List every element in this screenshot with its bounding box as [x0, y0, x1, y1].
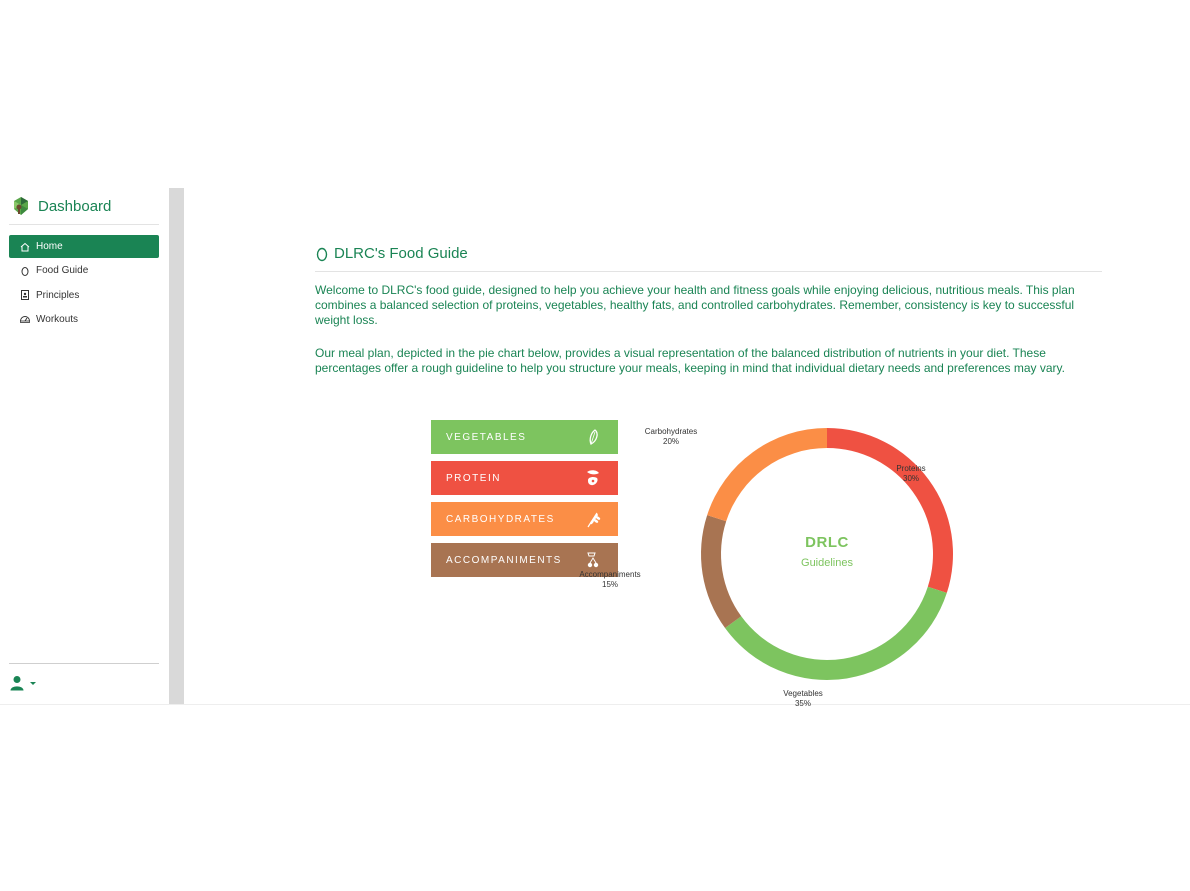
slice-label-name: Proteins	[896, 464, 926, 473]
egg-icon	[316, 247, 328, 261]
intro-paragraph: Welcome to DLRC's food guide, designed t…	[315, 283, 1075, 327]
user-menu-button[interactable]	[10, 675, 37, 691]
id-card-icon	[21, 290, 29, 301]
slice-carbohydrates[interactable]	[707, 428, 827, 522]
app-shell: Dashboard Home Food Guide	[0, 188, 1190, 708]
sidebar-nav: Home Food Guide Principles	[9, 235, 159, 332]
slice-label-value: 15%	[601, 580, 619, 589]
legend-item-carbohydrates: CARBOHYDRATES	[431, 502, 618, 536]
slice-label-name: Accompaniments	[579, 570, 641, 579]
legend-item-vegetables: VEGETABLES	[431, 420, 618, 454]
slice-proteins[interactable]	[827, 428, 953, 593]
egg-icon	[21, 266, 29, 276]
page-header: DLRC's Food Guide	[315, 245, 468, 262]
legend-label: PROTEIN	[446, 472, 501, 484]
caret-down-icon	[30, 682, 36, 685]
sidebar-item-workouts[interactable]: Workouts	[9, 308, 159, 331]
donut-svg	[701, 428, 953, 680]
slice-label-value: 35%	[794, 699, 811, 708]
sidebar-item-label: Home	[36, 241, 63, 252]
legend-label: ACCOMPANIMENTS	[446, 554, 562, 566]
home-icon	[20, 242, 30, 251]
slice-label-value: 20%	[662, 437, 680, 446]
meat-fish-icon	[587, 470, 599, 486]
sidebar: Dashboard Home Food Guide	[0, 188, 168, 704]
slice-label-name: Vegetables	[783, 689, 823, 698]
sidebar-item-principles[interactable]: Principles	[9, 284, 159, 307]
legend-label: CARBOHYDRATES	[446, 513, 555, 525]
sidebar-item-food-guide[interactable]: Food Guide	[9, 259, 159, 282]
sidebar-scrollbar[interactable]	[169, 188, 184, 704]
slice-label-carbohydrates: Carbohydrates 20%	[645, 427, 697, 447]
wheat-icon	[587, 512, 601, 528]
gauge-icon	[20, 316, 30, 324]
main-content: DLRC's Food Guide Welcome to DLRC's food…	[185, 188, 1190, 708]
nutrient-donut-chart: DRLC Guidelines Proteins 30% Vegetables 35%…	[579, 420, 975, 715]
sidebar-item-label: Food Guide	[36, 265, 89, 277]
cherries-icon	[587, 552, 599, 568]
brand[interactable]: Dashboard	[10, 194, 111, 218]
brand-title: Dashboard	[38, 197, 112, 215]
slice-label-name: Carbohydrates	[644, 427, 698, 436]
slice-label-value: 30%	[902, 474, 920, 483]
chart-center-title: DRLC	[805, 534, 849, 551]
brand-logo-icon	[14, 197, 28, 215]
divider	[315, 271, 1102, 272]
legend-item-accompaniments: ACCOMPANIMENTS	[431, 543, 618, 577]
legend-label: VEGETABLES	[446, 431, 527, 443]
legend-item-protein: PROTEIN	[431, 461, 618, 495]
divider	[9, 663, 159, 664]
chart-center-subtitle: Guidelines	[801, 557, 853, 569]
sidebar-item-home[interactable]: Home	[9, 235, 159, 258]
divider	[9, 224, 159, 225]
slice-label-proteins: Proteins 30%	[896, 464, 925, 484]
slice-label-vegetables: Vegetables 35%	[783, 689, 823, 709]
slice-accompaniments[interactable]	[701, 515, 742, 629]
sidebar-item-label: Principles	[36, 289, 80, 301]
slice-label-accompaniments: Accompaniments 15%	[579, 570, 640, 590]
nutrient-legend: VEGETABLES PROTEIN CARBOHYDRATES	[431, 420, 618, 584]
meal-plan-paragraph: Our meal plan, depicted in the pie chart…	[315, 346, 1065, 375]
sidebar-item-label: Workouts	[36, 313, 79, 325]
slice-vegetables[interactable]	[725, 586, 947, 680]
leaf-icon	[589, 429, 598, 445]
page-title: DLRC's Food Guide	[334, 245, 468, 262]
user-icon	[10, 676, 24, 691]
